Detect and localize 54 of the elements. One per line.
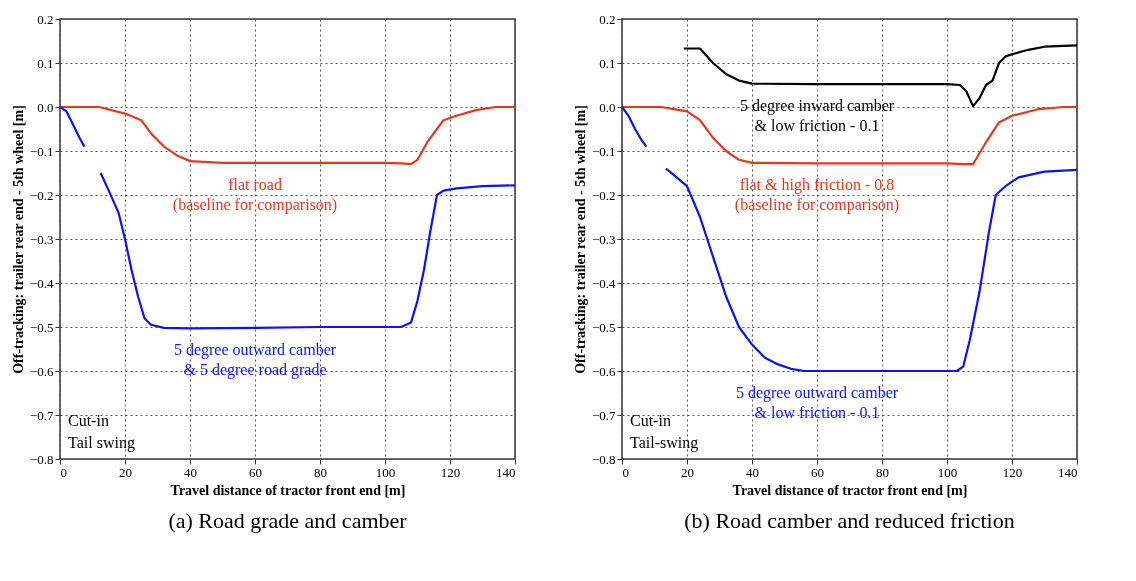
series-label: 5 degree outward camber & 5 degree road grade [173,340,337,379]
x-tick-label: 60 [811,464,824,480]
y-tick-label: −0.1 [591,143,616,159]
y-tick-label: −0.4 [29,275,54,291]
y-tick-label: −0.3 [29,231,54,247]
y-tick-label: −0.3 [591,231,616,247]
x-tick-label: 80 [314,464,327,480]
y-tick-label: 0.2 [599,11,616,27]
y-tick-label: −0.7 [29,407,54,423]
y-tick-label: −0.7 [591,407,616,423]
annotation: Cut-in [68,412,109,429]
y-tick-label: −0.5 [591,319,616,335]
series-label: 5 degree inward camber & low friction - 0.1 [739,97,895,135]
x-axis-title: Travel distance of tractor front end [m] [732,482,968,498]
x-tick-label: 20 [119,464,132,480]
x-tick-label: 120 [1002,464,1023,480]
y-tick-label: 0.0 [37,99,54,115]
x-tick-label: 60 [249,464,262,480]
series-label: 5 degree outward camber & low friction - 0.1 [735,384,899,421]
y-tick-label: −0.1 [29,143,54,159]
x-tick-label: 80 [876,464,889,480]
y-tick-label: −0.8 [29,451,54,467]
x-tick-label: 100 [937,464,958,480]
x-tick-label: 140 [496,464,516,480]
x-tick-label: 0 [622,464,629,480]
y-tick-label: −0.2 [29,187,54,203]
x-tick-label: 40 [184,464,197,480]
series-label: flat road (baseline for comparison) [172,175,338,214]
x-tick-label: 120 [440,464,461,480]
y-axis-title: Off-tracking: trailer rear end - 5th wheel [m] [10,105,26,374]
y-tick-label: 0.2 [37,11,54,27]
y-tick-label: −0.6 [29,363,54,379]
x-tick-label: 140 [1058,464,1078,480]
x-tick-label: 0 [60,464,67,480]
x-axis-title: Travel distance of tractor front end [m] [170,482,406,498]
y-tick-label: −0.4 [591,275,616,291]
line-series [60,105,515,166]
y-tick-label: −0.8 [591,451,616,467]
annotation: Tail swing [68,434,135,452]
y-tick-label: 0.1 [37,55,54,71]
series-label: flat & high friction - 0.8 (baseline for comparison) [734,176,900,215]
y-tick-label: −0.5 [29,319,54,335]
y-tick-label: 0.1 [599,55,616,71]
annotation: Tail-swing [630,434,699,452]
y-axis-title: Off-tracking: trailer rear end - 5th wheel [m] [572,105,588,374]
y-tick-label: −0.6 [591,363,616,379]
annotation: Cut-in [630,412,671,429]
y-tick-label: 0.0 [599,99,616,115]
text: (a) Road grade and camber [168,508,408,533]
x-tick-label: 100 [375,464,396,480]
text: (b) Road camber and reduced friction [684,508,1015,533]
x-tick-label: 40 [746,464,759,480]
x-tick-label: 20 [681,464,694,480]
y-tick-label: −0.2 [591,187,616,203]
